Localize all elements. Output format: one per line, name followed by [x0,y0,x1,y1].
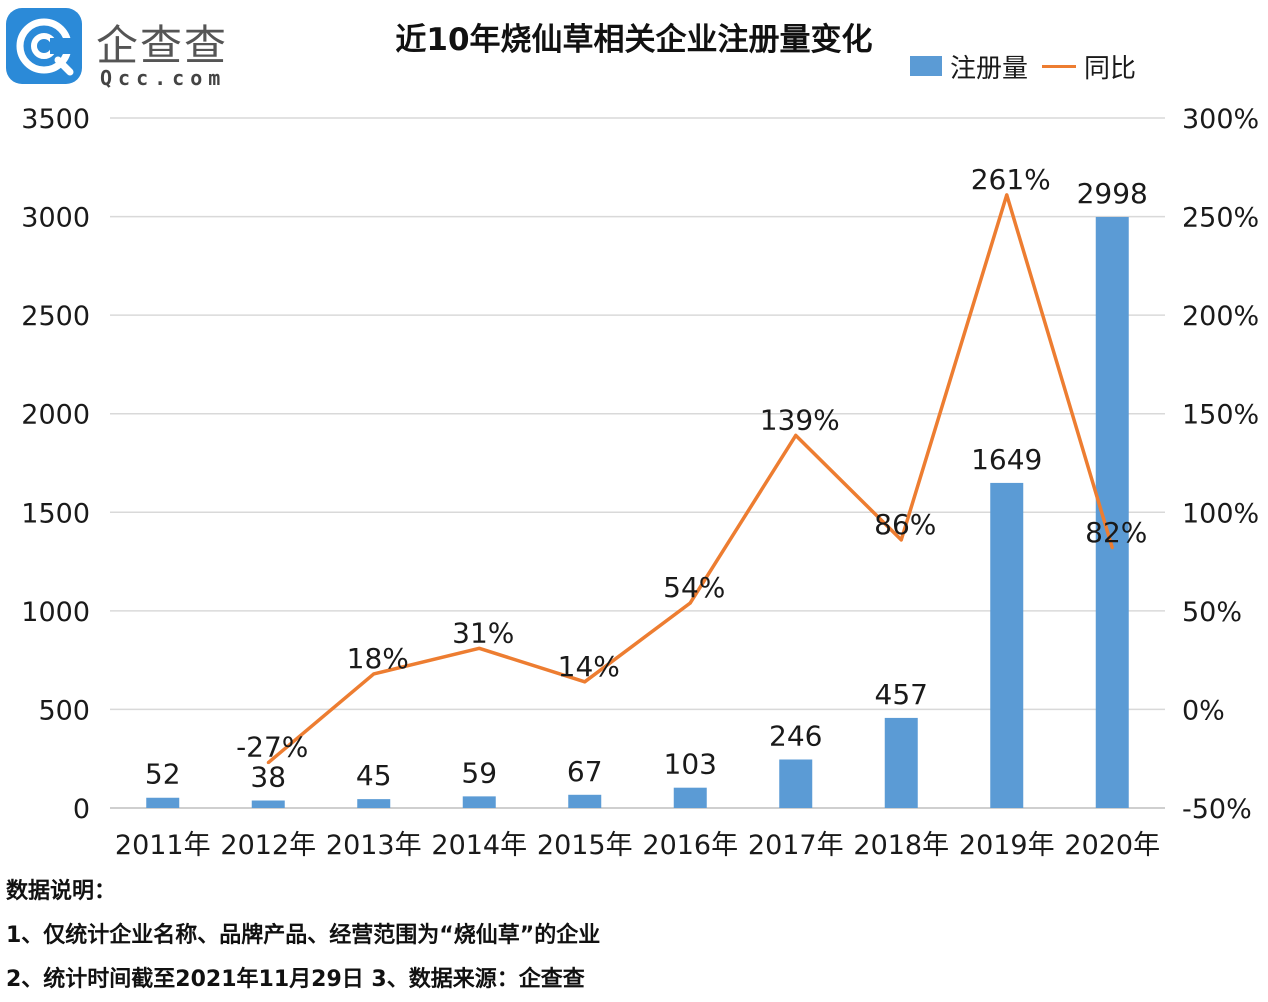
right-tick-label: 0% [1182,695,1225,726]
bar-value-label: 2998 [1077,177,1148,210]
x-tick-label: 2017年 [748,830,844,861]
chart-legend: 注册量 同比 [910,48,1136,84]
legend-line-swatch [1042,64,1077,68]
left-axis-ticks: 0 500 1000 1500 2000 2500 3000 3500 [21,104,90,825]
brand-url: Qcc.com [100,66,227,90]
yoy-line [267,193,1114,764]
right-tick-label: 100% [1182,498,1259,529]
legend-bar-label: 注册量 [950,53,1029,84]
combo-chart: 0 500 1000 1500 2000 2500 3000 3500 -50% 0% 50% 10… [21,104,1259,861]
right-axis-ticks: -50% 0% 50% 100% 150% 200% 250% 300% [1182,104,1259,825]
bar-series [146,216,1129,809]
line-point [477,646,481,650]
bar-value-label: 1649 [971,443,1042,476]
x-tick-label: 2018年 [853,830,949,861]
right-tick-label: -50% [1182,794,1252,825]
x-axis-ticks: 2011年 2012年 2013年 2014年 2015年 2016年 2017年 2018年… [115,830,1160,861]
line-value-label: 31% [452,616,514,649]
right-tick-label: 50% [1182,597,1242,628]
bar-value-label: 52 [145,758,181,791]
line-value-label: 261% [971,163,1051,196]
x-tick-label: 2020年 [1064,830,1160,861]
bar-value-label: 103 [664,748,717,781]
qcc-logo-icon [6,8,82,84]
line-value-label: 54% [663,571,725,604]
x-tick-label: 2019年 [959,830,1055,861]
bar [990,482,1024,808]
bar-value-label: 38 [250,761,286,794]
line-series [266,193,1114,765]
left-tick-label: 500 [38,695,90,726]
left-tick-label: 2500 [21,301,90,332]
bar [357,799,391,808]
line-value-label: 139% [760,403,840,436]
line-value-label: 14% [558,650,620,683]
line-point [688,601,692,605]
x-tick-label: 2012年 [220,830,316,861]
brand-name: 企查查 [96,21,229,70]
x-tick-label: 2013年 [326,830,422,861]
bar [462,796,496,808]
line-point [266,761,270,765]
bar [779,759,813,808]
data-labels: 52 38 45 59 67 103 246 457 1649 2998 -27% 18% 31% 14%… [145,163,1148,794]
right-tick-label: 250% [1182,203,1259,234]
notes-line-2: 2、统计时间截至2021年11月29日 3、数据来源：企查查 [6,967,585,992]
grid-lines [110,117,1165,809]
x-tick-label: 2015年 [537,830,633,861]
left-tick-label: 1500 [21,498,90,529]
x-tick-label: 2011年 [115,830,211,861]
bar [884,717,918,808]
x-tick-label: 2016年 [642,830,738,861]
bar-value-label: 45 [356,759,392,792]
left-tick-label: 0 [73,794,90,825]
left-tick-label: 3500 [21,104,90,135]
left-tick-label: 3000 [21,203,90,234]
line-point [1005,193,1009,197]
line-point [372,672,376,676]
data-notes: 数据说明： 1、仅统计企业名称、品牌产品、经营范围为“烧仙草”的企业 2、统计时… [6,870,600,1002]
notes-line-1: 1、仅统计企业名称、品牌产品、经营范围为“烧仙草”的企业 [6,923,601,948]
bar [251,800,285,808]
left-tick-label: 1000 [21,597,90,628]
legend-bar-swatch [910,56,942,76]
chart-title: 近10年烧仙草相关企业注册量变化 [395,22,873,58]
line-value-label: 18% [347,642,409,675]
x-tick-label: 2014年 [431,830,527,861]
line-point [583,680,587,684]
bar-value-label: 67 [567,755,603,788]
legend-line-label: 同比 [1084,53,1137,84]
bar-value-label: 246 [769,720,822,753]
bar [146,797,180,808]
line-value-label: -27% [236,731,308,764]
bar [673,787,707,808]
bar [568,794,602,808]
right-tick-label: 150% [1182,400,1259,431]
brand-logo: 企查查 Qcc.com [6,8,236,92]
notes-heading: 数据说明： [6,879,117,904]
line-value-label: 82% [1085,516,1147,549]
bar-value-label: 59 [461,756,497,789]
right-tick-label: 200% [1182,301,1259,332]
line-point [899,538,903,542]
line-point [794,433,798,437]
line-point [1110,546,1114,550]
left-tick-label: 2000 [21,400,90,431]
line-value-label: 86% [874,508,936,541]
bar-value-label: 457 [875,678,928,711]
right-tick-label: 300% [1182,104,1259,135]
